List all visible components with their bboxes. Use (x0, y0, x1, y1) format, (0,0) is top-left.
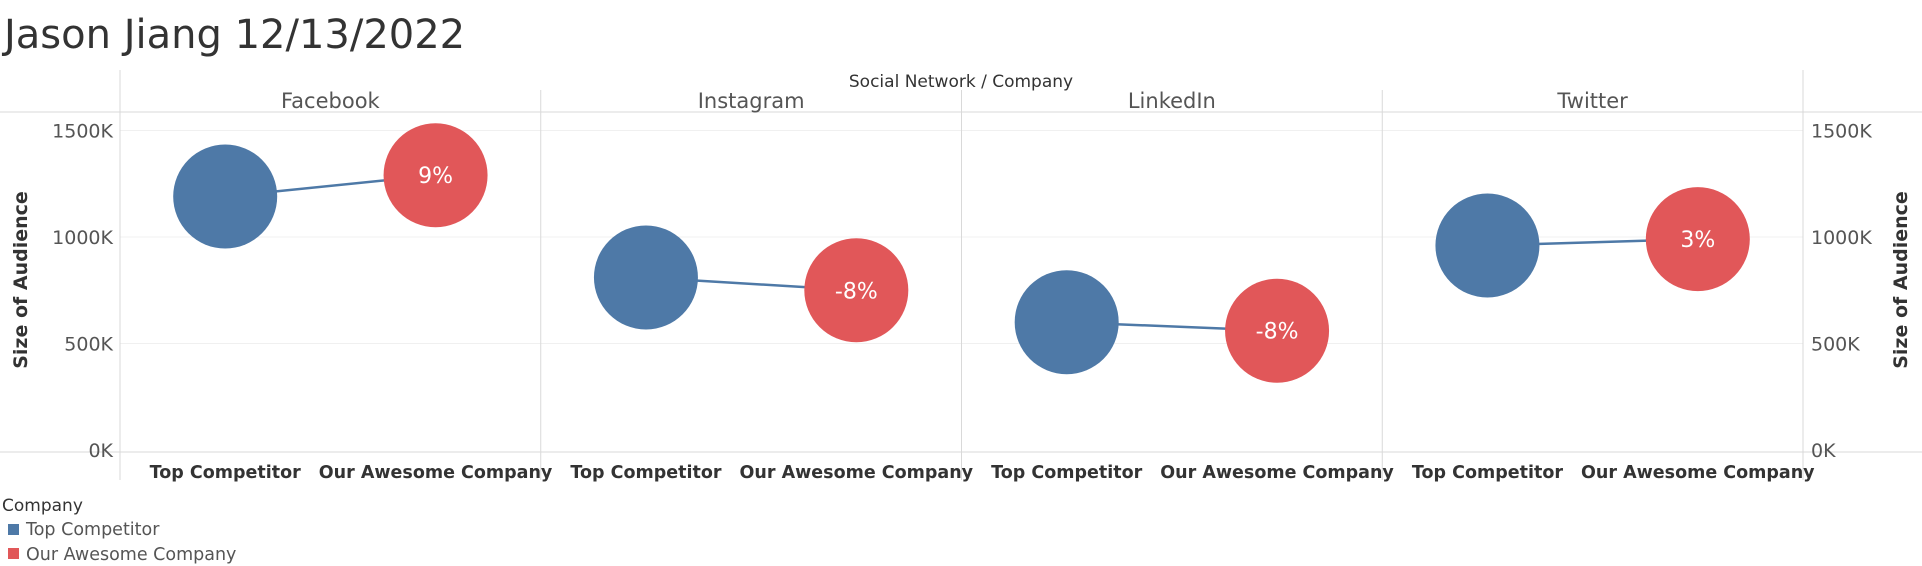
mark-twitter-our-awesome-company (1645, 187, 1750, 292)
y-tick-label-right: 1000K (1811, 227, 1872, 249)
y-axis-ticks: 0K 0K 500K 500K 1000K 1000K 1500K 1500K (52, 121, 1872, 463)
legend-label-our-awesome-company: Our Awesome Company (26, 545, 236, 565)
category-label: Top Competitor (1412, 463, 1564, 483)
category-label: Our Awesome Company (1160, 463, 1394, 483)
mark-facebook-our-awesome-company (383, 123, 488, 228)
y-tick-label-left: 500K (64, 334, 113, 356)
y-tick-label-right: 0K (1811, 440, 1836, 462)
y-axis-title-right: Size of Audience (1890, 191, 1912, 369)
panel-labels: Facebook Instagram LinkedIn Twitter (281, 89, 1628, 113)
mark-facebook-top-competitor (173, 144, 278, 249)
legend-swatch-our-awesome-company (8, 548, 19, 559)
panel-frame (0, 70, 1922, 480)
category-label: Our Awesome Company (740, 463, 974, 483)
audience-marks: 9% -8% -8% 3% (173, 123, 1750, 383)
change-label-facebook: 9% (418, 164, 453, 189)
legend-swatch-top-competitor (8, 524, 19, 535)
category-labels: Top Competitor Our Awesome Company Top Com… (150, 463, 1816, 483)
legend-title: Company (2, 496, 83, 516)
panel-label-instagram: Instagram (698, 89, 805, 113)
mark-linkedin-our-awesome-company (1225, 278, 1330, 383)
column-header: Social Network / Company (849, 72, 1073, 92)
y-tick-label-left: 1000K (52, 227, 113, 249)
y-axis-title-left: Size of Audience (10, 191, 32, 369)
mark-linkedin-top-competitor (1014, 270, 1119, 375)
category-label: Top Competitor (991, 463, 1143, 483)
panel-label-linkedin: LinkedIn (1128, 89, 1216, 113)
mark-instagram-top-competitor (593, 225, 698, 330)
panel-label-facebook: Facebook (281, 89, 381, 113)
category-label: Our Awesome Company (1581, 463, 1815, 483)
mark-twitter-top-competitor (1435, 193, 1540, 298)
category-label: Top Competitor (570, 463, 722, 483)
change-label-instagram: -8% (835, 279, 878, 304)
page-title: Jason Jiang 12/13/2022 (1, 12, 465, 58)
change-label-linkedin: -8% (1256, 320, 1299, 345)
category-label: Our Awesome Company (319, 463, 553, 483)
y-tick-label-right: 500K (1811, 334, 1860, 356)
panel-label-twitter: Twitter (1556, 89, 1628, 113)
legend: Company Top Competitor Our Awesome Compa… (2, 496, 236, 565)
mark-instagram-our-awesome-company (804, 238, 909, 343)
y-tick-label-left: 0K (88, 440, 113, 462)
legend-label-top-competitor: Top Competitor (25, 520, 160, 540)
change-label-twitter: 3% (1680, 228, 1715, 253)
y-tick-label-right: 1500K (1811, 121, 1872, 143)
y-tick-label-left: 1500K (52, 121, 113, 143)
category-label: Top Competitor (150, 463, 302, 483)
